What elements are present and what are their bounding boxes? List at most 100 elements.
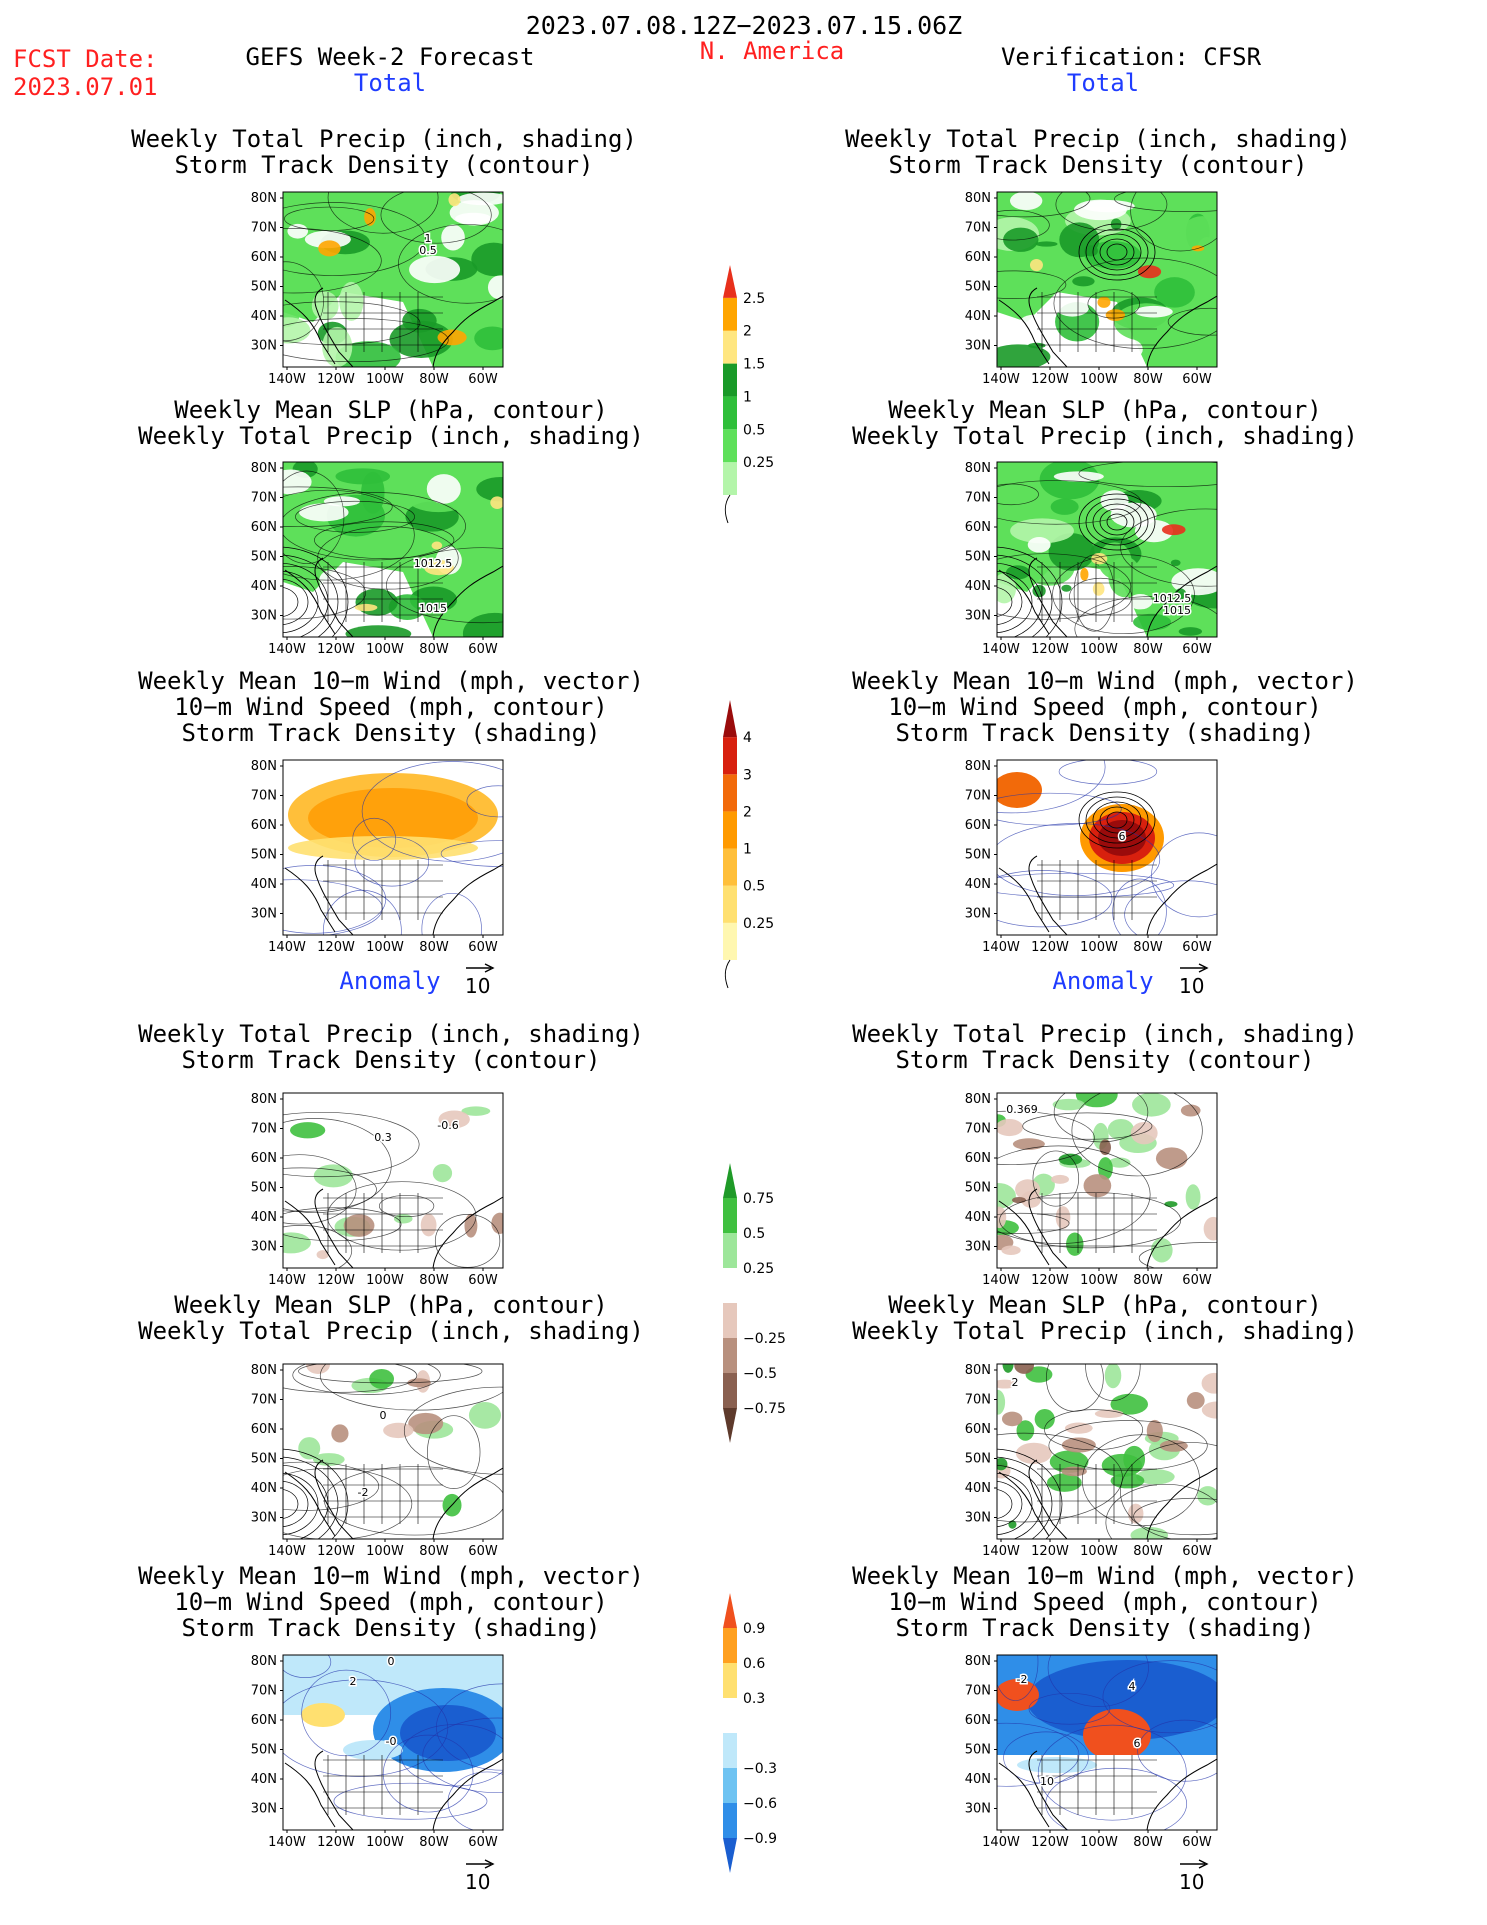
lon-label: 100W <box>366 1273 404 1288</box>
colorbar-segment <box>723 774 737 812</box>
map-obs-total-wind: 80N 70N 60N 50N 40N 30N 140W 120W 100W 80W 60W 6 <box>965 759 1218 955</box>
contour-label: 2 <box>1012 1376 1019 1389</box>
section-total-left: Total <box>353 69 427 97</box>
lat-label: 30N <box>251 339 277 354</box>
lat-label: 60N <box>965 1713 991 1728</box>
lat-label: 80N <box>965 461 991 476</box>
lon-label: 80W <box>1133 940 1163 955</box>
colorbar-segment <box>723 462 737 495</box>
colorbar-segment <box>723 1233 737 1268</box>
fcst-date-value: 2023.07.01 <box>13 73 158 101</box>
colorbar-label: 0.25 <box>743 455 774 471</box>
lat-label: 40N <box>251 579 277 594</box>
colorbar-total-precip: 0.25 0.5 1 1.5 2 2.5 <box>723 265 774 524</box>
lat-label: 30N <box>965 907 991 922</box>
lat-label: 80N <box>251 191 277 206</box>
lat-label: 70N <box>965 789 991 804</box>
lat-label: 30N <box>251 1511 277 1526</box>
colorbar-segment <box>723 1373 737 1408</box>
arrow-icon <box>1180 963 1209 973</box>
colorbar-cap <box>723 1838 737 1873</box>
contour-label: 2 <box>350 1675 357 1688</box>
lon-label: 140W <box>268 1273 306 1288</box>
colorbar-label: 0.9 <box>743 1621 765 1637</box>
colorbar-segment <box>723 737 737 775</box>
lat-label: 80N <box>965 191 991 206</box>
lon-label: 80W <box>419 1835 449 1850</box>
lat-label: 50N <box>251 1181 277 1196</box>
lat-label: 40N <box>251 1481 277 1496</box>
colorbar-segment <box>723 885 737 923</box>
lat-label: 50N <box>965 1743 991 1758</box>
title-fcst-total-wind: Weekly Mean 10−m Wind (mph, vector) 10−m … <box>138 667 644 747</box>
lat-label: 60N <box>251 1151 277 1166</box>
lat-label: 50N <box>251 1452 277 1467</box>
colorbar-label: −0.5 <box>743 1366 777 1382</box>
lat-label: 40N <box>965 579 991 594</box>
lat-label: 50N <box>251 1743 277 1758</box>
lon-label: 120W <box>317 1273 355 1288</box>
colorbar-label: −0.3 <box>743 1761 777 1777</box>
lat-label: 40N <box>965 1772 991 1787</box>
contour-label: -2 <box>358 1486 369 1499</box>
lat-label: 30N <box>965 609 991 624</box>
lat-label: 40N <box>251 1772 277 1787</box>
lon-label: 80W <box>1133 1273 1163 1288</box>
lon-label: 60W <box>1182 1835 1212 1850</box>
lon-label: 100W <box>1080 1544 1118 1559</box>
colorbar-total-track: 0.25 0.5 1 2 3 4 <box>723 700 774 989</box>
colorbar-label: 0.5 <box>743 422 765 438</box>
lon-label: 60W <box>1182 642 1212 657</box>
lat-label: 50N <box>965 1181 991 1196</box>
colorbar-segment <box>723 330 737 364</box>
lon-label: 80W <box>419 372 449 387</box>
lat-label: 40N <box>965 1481 991 1496</box>
lon-label: 80W <box>419 1544 449 1559</box>
colorbar-segment <box>723 1698 737 1733</box>
map-fcst-total-wind: 80N 70N 60N 50N 40N 30N 140W 120W 100W 80W 60W <box>251 759 504 955</box>
contour-label: 4 <box>1129 1680 1136 1693</box>
verification-title: Verification: CFSR <box>1000 43 1262 71</box>
colorbar-label: 0.75 <box>743 1191 774 1207</box>
colorbar-cap <box>723 1163 737 1198</box>
lon-label: 100W <box>1080 642 1118 657</box>
colorbar-cap <box>723 265 737 298</box>
colorbar-label: 0.25 <box>743 1261 774 1277</box>
lon-label: 120W <box>317 940 355 955</box>
colorbar-label: −0.75 <box>743 1401 786 1417</box>
map-fcst-total-slp: 80N 70N 60N 50N 40N 30N 140W 120W 100W 80W 60W 1012… <box>251 461 504 657</box>
colorbar-cap <box>723 1408 737 1443</box>
colorbar-cap <box>723 1593 737 1628</box>
lon-label: 60W <box>468 1273 498 1288</box>
lat-label: 60N <box>965 250 991 265</box>
lon-label: 120W <box>1031 372 1069 387</box>
lat-label: 80N <box>251 1363 277 1378</box>
lat-label: 40N <box>965 1210 991 1225</box>
title-fcst-total-slp: Weekly Mean SLP (hPa, contour) Weekly Tot… <box>138 396 644 450</box>
colorbar-anom-precip: 0.75 0.5 0.25 −0.25 −0.5 −0.75 <box>723 1163 786 1443</box>
section-anomaly-left: Anomaly <box>339 967 441 995</box>
colorbar-label: 0.3 <box>743 1691 765 1707</box>
lat-label: 80N <box>251 1654 277 1669</box>
colorbar-label: 0.25 <box>743 916 774 932</box>
lon-label: 140W <box>268 372 306 387</box>
lat-label: 60N <box>965 1422 991 1437</box>
lat-label: 40N <box>965 309 991 324</box>
contour-label: 0.5 <box>419 244 437 257</box>
colorbar-label: −0.6 <box>743 1796 777 1812</box>
lat-label: 40N <box>251 309 277 324</box>
contour-label: -0.6 <box>437 1119 458 1132</box>
lon-label: 120W <box>1031 642 1069 657</box>
lat-label: 70N <box>251 1393 277 1408</box>
colorbar-label: 3 <box>743 767 752 783</box>
lon-label: 60W <box>1182 372 1212 387</box>
arrow-icon <box>466 1859 495 1869</box>
lat-label: 30N <box>251 609 277 624</box>
title-obs-anom-precip: Weekly Total Precip (inch, shading) Storm… <box>852 1020 1358 1074</box>
title-obs-anom-wind: Weekly Mean 10−m Wind (mph, vector) 10−m … <box>852 1562 1358 1642</box>
lon-label: 60W <box>1182 1273 1212 1288</box>
colorbar-label: 0.6 <box>743 1656 765 1672</box>
title-obs-total-precip: Weekly Total Precip (inch, shading) Storm… <box>845 125 1351 179</box>
lat-label: 70N <box>965 221 991 236</box>
lon-label: 100W <box>366 1835 404 1850</box>
